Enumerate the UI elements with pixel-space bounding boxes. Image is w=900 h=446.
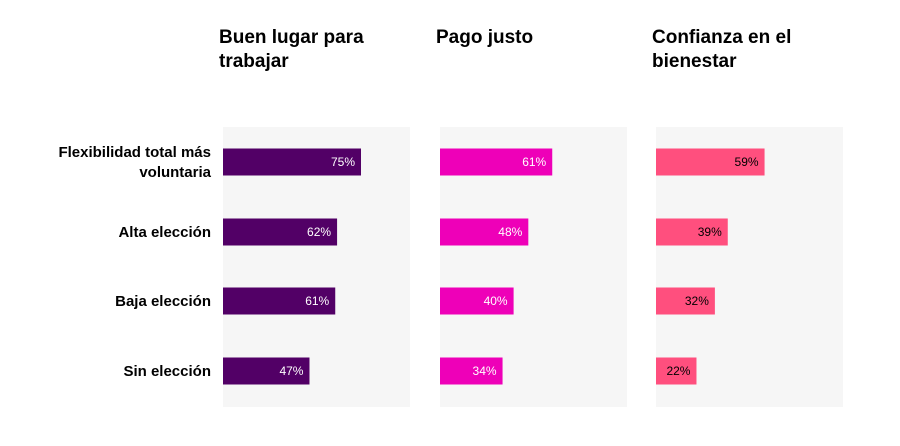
data-label: 48% <box>498 225 522 239</box>
data-label: 59% <box>735 155 759 169</box>
bar <box>440 148 553 176</box>
category-label: Flexibilidad total más voluntaria <box>58 144 211 181</box>
data-label: 34% <box>473 364 497 378</box>
panel-title-line: Pago justo <box>436 27 533 48</box>
bar <box>223 287 336 315</box>
data-label: 40% <box>484 294 508 308</box>
category-label-line: voluntaria <box>139 164 211 181</box>
bar <box>440 287 514 315</box>
panel-title-line: trabajar <box>219 51 289 72</box>
category-label: Sin elección <box>123 363 211 380</box>
panel-title: Buen lugar para trabajar <box>219 27 364 72</box>
data-label: 61% <box>305 294 329 308</box>
data-label: 75% <box>331 155 355 169</box>
bar <box>223 218 338 246</box>
data-label: 22% <box>666 364 690 378</box>
bar <box>223 148 361 176</box>
data-label: 32% <box>685 294 709 308</box>
panel-title-line: Buen lugar para <box>219 27 364 48</box>
panel-title-line: Confianza en el <box>652 27 791 48</box>
category-label-line: Alta elección <box>118 224 211 241</box>
data-label: 39% <box>698 225 722 239</box>
data-label: 61% <box>522 155 546 169</box>
panel-title: Confianza en el bienestar <box>652 27 791 72</box>
data-label: 62% <box>307 225 331 239</box>
bar <box>440 357 503 385</box>
bar <box>656 357 697 385</box>
panel-title-line: bienestar <box>652 51 737 72</box>
data-label: 47% <box>279 364 303 378</box>
category-label: Baja elección <box>115 293 211 310</box>
category-label-line: Baja elección <box>115 293 211 310</box>
bar <box>656 218 728 246</box>
bar <box>656 148 765 176</box>
category-label-line: Flexibilidad total más <box>58 144 211 161</box>
category-label-line: Sin elección <box>123 363 211 380</box>
panel-title: Pago justo <box>436 27 533 48</box>
category-label: Alta elección <box>118 224 211 241</box>
bar <box>223 357 310 385</box>
bar <box>440 218 529 246</box>
bar <box>656 287 715 315</box>
